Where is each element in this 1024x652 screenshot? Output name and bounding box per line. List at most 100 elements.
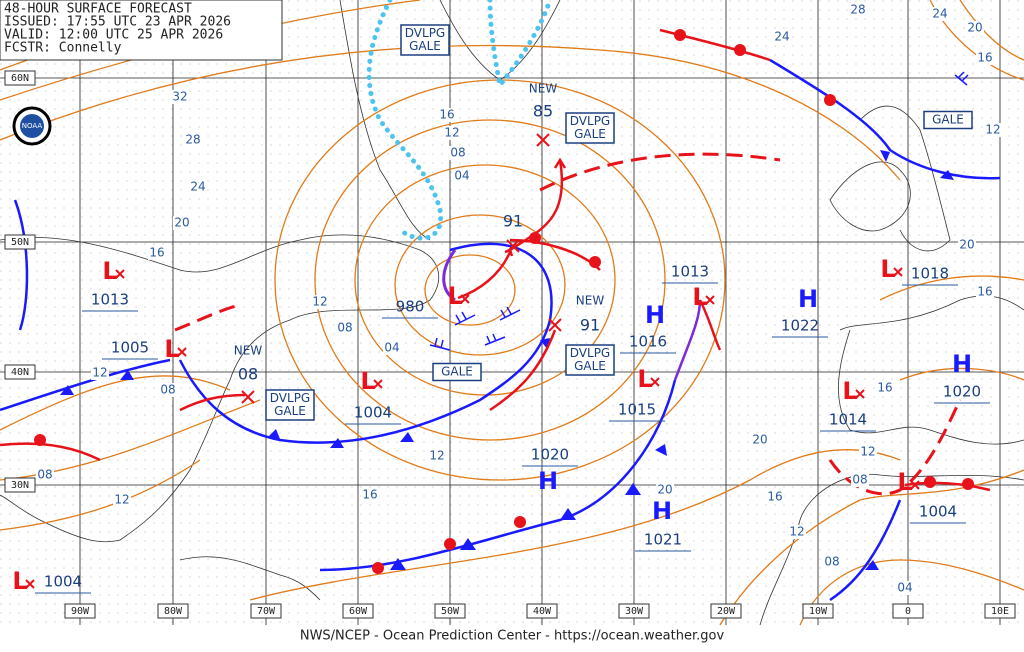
isobar-label-bg	[438, 108, 456, 122]
isobar-label-bg	[189, 180, 207, 194]
isobar-label-bg	[976, 51, 994, 65]
isobar-label: 08	[37, 468, 52, 482]
lat-label: 50N	[11, 237, 29, 248]
lat-label-box	[4, 70, 36, 86]
isobar-label-bg	[656, 483, 674, 497]
pressure-value: 980	[396, 298, 425, 316]
warning-box	[923, 110, 973, 130]
isobar-label-bg	[766, 490, 784, 504]
isobar-label-bg	[453, 169, 471, 183]
isobar-label-bg	[849, 3, 867, 17]
lon-label: 80W	[164, 606, 183, 617]
isobar-label: 12	[985, 123, 1000, 137]
isobar-label-bg	[159, 383, 177, 397]
isobar-label: 16	[362, 488, 377, 502]
lat-label: 30N	[11, 480, 29, 491]
isobar-label-bg	[773, 30, 791, 44]
ice-edge	[366, 0, 553, 241]
warning-text: GALE	[409, 39, 441, 53]
pressure-center-symbol: H	[798, 285, 818, 313]
pressure-value: 1005	[111, 339, 149, 357]
center-x	[910, 480, 920, 490]
lon-label: 70W	[257, 606, 276, 617]
lon-label: 90W	[71, 606, 90, 617]
isobar-label: 16	[977, 51, 992, 65]
isobar-label-bg	[36, 468, 54, 482]
center-x	[373, 379, 383, 389]
isobar-label: 08	[852, 473, 867, 487]
isobar-label: 16	[877, 381, 892, 395]
lat-label-box	[4, 234, 36, 250]
warning-text: DVLPG	[570, 114, 610, 128]
warning-box	[565, 112, 615, 144]
header-box	[0, 0, 283, 61]
lon-label: 10E	[991, 606, 1009, 617]
isobar-label: 16	[149, 246, 164, 260]
isobar-label-bg	[428, 449, 446, 463]
center-x	[650, 377, 660, 387]
lon-label-box	[710, 603, 742, 619]
isobar-label: 20	[174, 216, 189, 230]
isobar-label: 12	[444, 126, 459, 140]
warning-box	[565, 344, 615, 376]
isobar-label-bg	[184, 133, 202, 147]
isobar-label-bg	[958, 238, 976, 252]
warning-text: DVLPG	[405, 26, 445, 40]
isobar-label: 20	[967, 21, 982, 35]
center-x	[177, 347, 187, 357]
isobar-label: 12	[114, 493, 129, 507]
isobar-label: 12	[92, 366, 107, 380]
lon-label: 30W	[625, 606, 644, 617]
isobar-label-bg	[851, 473, 869, 487]
center-x	[705, 295, 715, 305]
isobar-label: 20	[959, 238, 974, 252]
new-pressure: 91	[503, 212, 523, 231]
lon-label-box	[250, 603, 282, 619]
warning-text: DVLPG	[270, 391, 310, 405]
isobar-label: 12	[860, 445, 875, 459]
isobar-label-bg	[311, 295, 329, 309]
isobar-label-bg	[931, 7, 949, 21]
lat-label-box	[4, 364, 36, 380]
pressure-center-symbol: H	[645, 301, 665, 329]
isobar-label-bg	[751, 433, 769, 447]
lon-label-box	[802, 603, 834, 619]
isobar-label: 20	[752, 433, 767, 447]
isobar-label: 04	[897, 581, 912, 595]
lon-label-box	[434, 603, 466, 619]
isobar-label: 24	[190, 180, 205, 194]
header-line: ISSUED: 17:55 UTC 23 APR 2026	[4, 15, 231, 30]
new-center-x	[548, 318, 562, 332]
pressure-value: 1020	[943, 383, 981, 401]
center-x	[25, 579, 35, 589]
new-pressure: 91	[580, 316, 600, 335]
pressure-value: 1004	[354, 404, 392, 422]
pressure-center-symbol: L	[692, 283, 707, 311]
logo-inner	[20, 114, 44, 138]
isobar-label: 08	[824, 555, 839, 569]
isobar-label-bg	[896, 581, 914, 595]
lon-label-box	[618, 603, 650, 619]
isobar-label-bg	[171, 90, 189, 104]
pressure-value: 1004	[44, 573, 82, 591]
pressure-center-symbol: H	[952, 350, 972, 378]
warning-text: GALE	[574, 127, 606, 141]
warning-box	[432, 362, 482, 382]
warning-text: GALE	[441, 365, 473, 379]
isobar-label-bg	[449, 146, 467, 160]
isobar-label: 24	[932, 7, 947, 21]
lon-label: 50W	[441, 606, 460, 617]
isobar-label: 08	[160, 383, 175, 397]
warning-text: GALE	[932, 113, 964, 127]
isobar-label: 12	[312, 295, 327, 309]
isobar-label: 24	[774, 30, 789, 44]
lon-label: 60W	[349, 606, 368, 617]
new-tag: NEW	[529, 82, 558, 96]
lon-label-box	[984, 603, 1016, 619]
isobar-label: 28	[850, 3, 865, 17]
lat-label-box	[4, 477, 36, 493]
isobar-label: 20	[657, 483, 672, 497]
isobar-label: 12	[429, 449, 444, 463]
map-background	[0, 0, 1024, 625]
pressure-value: 1020	[531, 446, 569, 464]
